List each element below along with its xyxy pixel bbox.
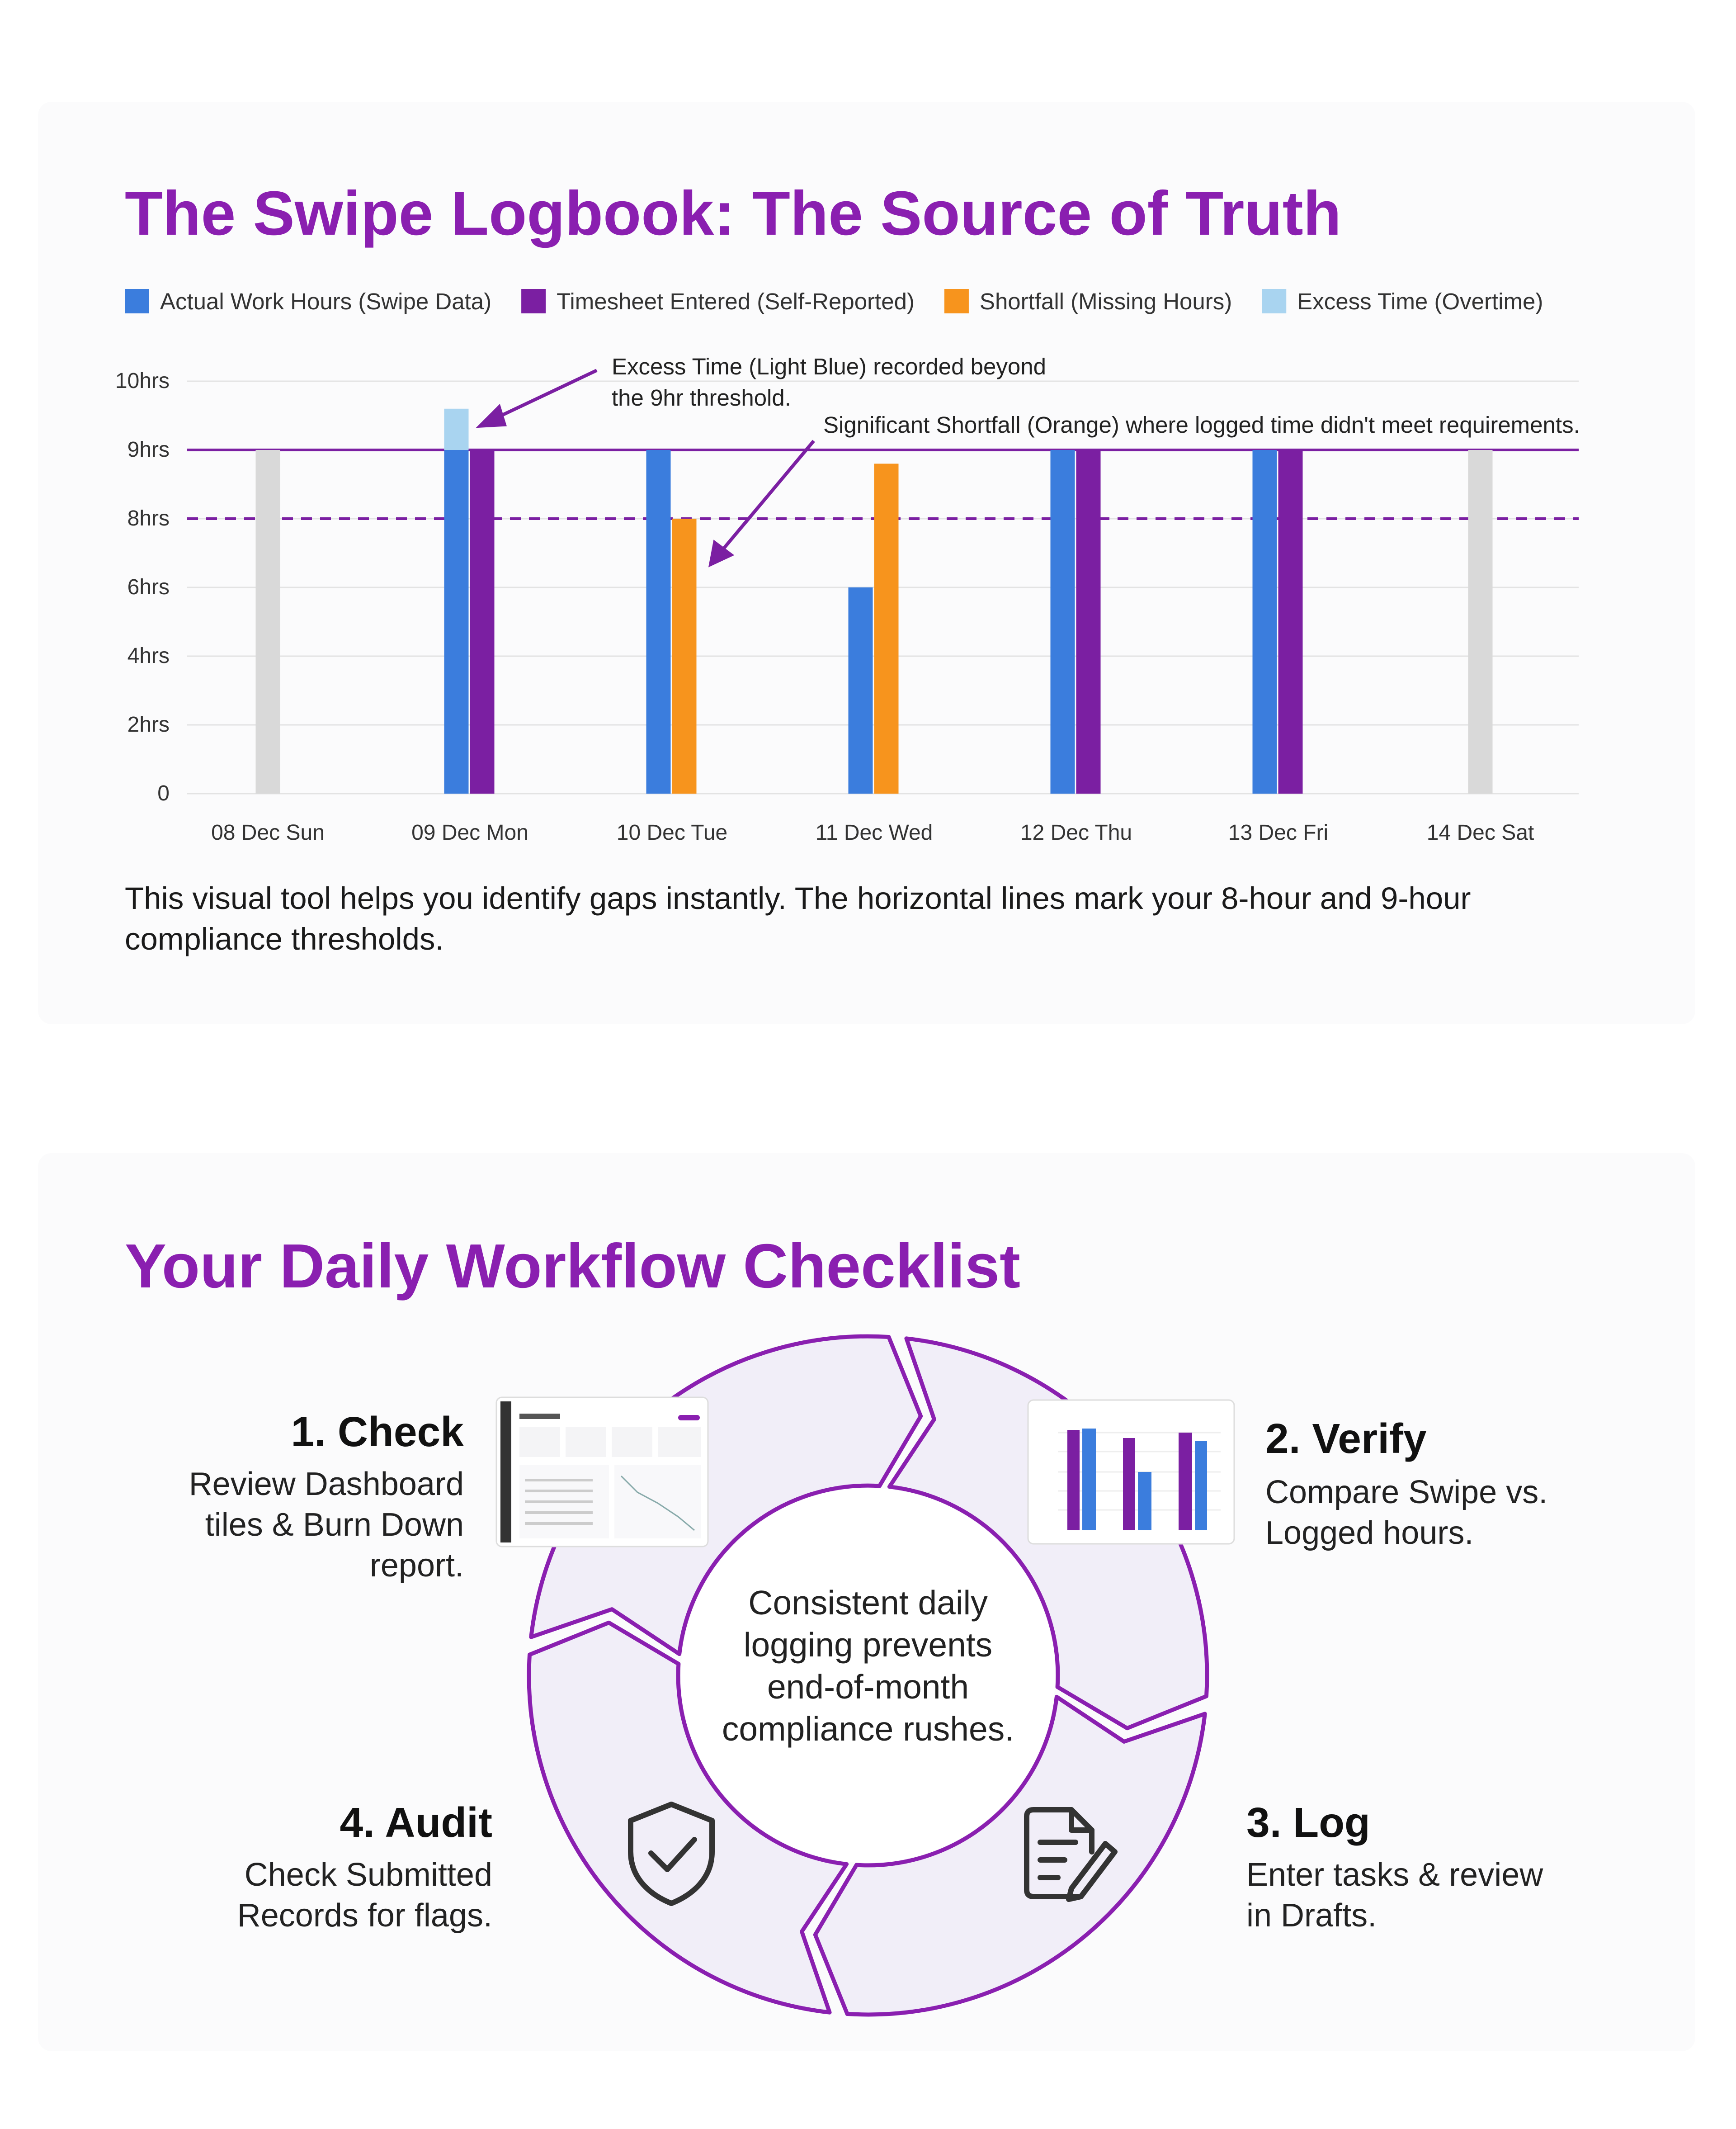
document-icon [1024,1807,1118,1902]
cycle-segment [813,1694,1207,2017]
bar [1468,450,1493,794]
bar [646,450,671,794]
dashboard-thumbnail [495,1396,709,1547]
step-desc: in Drafts. [1246,1897,1377,1934]
x-tick-label: 08 Dec Sun [211,821,325,845]
x-tick-label: 13 Dec Fri [1228,821,1328,845]
step-desc: Logged hours. [1265,1515,1473,1551]
step-desc: report. [370,1547,464,1584]
legend-label: Actual Work Hours (Swipe Data) [160,289,491,314]
bar [1076,450,1101,794]
cycle-center [681,1488,1055,1863]
bar [444,450,469,794]
legend-swatch [1262,289,1287,314]
step-desc: Review Dashboard [189,1466,464,1502]
annotation-arrows [476,369,815,568]
step-desc: Records for flags. [237,1897,492,1934]
y-tick-label: 6hrs [127,575,170,599]
bar [1050,450,1075,794]
cycle-segment [527,1620,849,2015]
annotation: Excess Time (Light Blue) recorded beyond [612,354,1046,379]
y-tick-label: 10hrs [115,369,170,393]
x-tick-label: 09 Dec Mon [411,821,528,845]
center-text: end-of-month [767,1668,969,1706]
bar [255,450,280,794]
step-desc: Check Submitted [245,1857,492,1893]
legend-swatch [521,289,546,314]
y-tick-label: 8hrs [127,506,170,530]
step-title: 2. Verify [1265,1415,1427,1462]
y-tick-label: 0 [157,781,170,805]
x-tick-label: 12 Dec Thu [1020,821,1132,845]
shield-icon [628,1802,715,1907]
x-tick-label: 10 Dec Tue [617,821,727,845]
y-tick-label: 9hrs [127,438,170,462]
chart-title: The Swipe Logbook: The Source of Truth [125,179,1341,248]
legend-swatch [944,289,969,314]
bar [470,450,495,794]
x-tick-label: 14 Dec Sat [1427,821,1534,845]
annotation: Significant Shortfall (Orange) where log… [823,412,1580,438]
bar [1252,450,1277,794]
step-desc: tiles & Burn Down [205,1507,464,1543]
legend-swatch [125,289,149,314]
bar [848,587,873,794]
workflow-title: Your Daily Workflow Checklist [125,1231,1020,1301]
legend-label: Excess Time (Overtime) [1297,289,1543,314]
plot: 0 2hrs 4hrs 6hrs 8hrs 9hrs 10hrs Actual Work Ho… [115,289,1579,845]
center-text: Consistent daily [748,1584,988,1622]
step-desc: Compare Swipe vs. [1265,1474,1547,1510]
y-tick-label: 4hrs [127,644,170,668]
legend-label: Shortfall (Missing Hours) [980,289,1232,314]
bar [874,464,899,794]
caption: This visual tool helps you identify gaps… [125,881,1471,916]
step-title: 1. Check [291,1408,464,1455]
step-title: 4. Audit [340,1799,492,1846]
bar [444,408,469,450]
x-tick-label: 11 Dec Wed [816,821,933,845]
bar [1278,450,1303,794]
step-title: 3. Log [1246,1799,1370,1846]
step-desc: Enter tasks & review [1246,1857,1543,1893]
center-text: compliance rushes. [722,1710,1014,1748]
caption: compliance thresholds. [125,922,444,956]
y-tick-label: 2hrs [127,713,170,737]
center-text: logging prevents [744,1626,992,1664]
bar [672,519,697,794]
legend-label: Timesheet Entered (Self-Reported) [557,289,915,314]
verify-thumbnail [1027,1399,1235,1545]
annotation: the 9hr threshold. [612,385,791,411]
